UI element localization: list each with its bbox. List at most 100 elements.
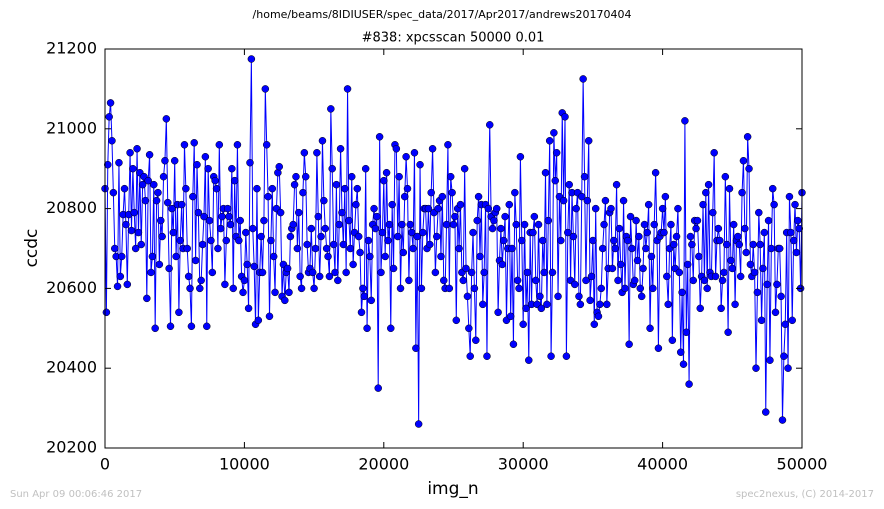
data-point — [696, 304, 704, 313]
data-point — [297, 284, 306, 293]
data-point — [258, 268, 267, 277]
data-point — [407, 228, 416, 237]
data-point — [577, 192, 586, 201]
data-point — [771, 308, 780, 317]
data-point — [663, 272, 671, 281]
data-point — [361, 164, 370, 173]
data-point — [611, 244, 619, 253]
data-point — [264, 192, 272, 201]
data-point — [470, 284, 479, 293]
data-point — [129, 164, 137, 173]
data-point — [444, 141, 452, 149]
data-point — [626, 212, 635, 221]
data-point — [650, 220, 658, 229]
data-point — [543, 300, 551, 309]
data-point — [791, 200, 799, 209]
data-point — [742, 248, 750, 257]
data-point — [145, 150, 154, 159]
data-point — [794, 216, 802, 225]
data-point — [642, 244, 650, 253]
data-point — [104, 160, 112, 169]
data-point — [704, 180, 713, 189]
data-point — [292, 172, 300, 181]
data-point — [226, 220, 235, 229]
data-point — [766, 356, 774, 364]
data-point — [621, 284, 629, 293]
data-point — [582, 276, 590, 285]
data-point — [388, 200, 396, 209]
data-point — [777, 292, 785, 301]
data-point — [531, 276, 540, 285]
data-point — [607, 204, 615, 213]
data-point — [569, 232, 578, 241]
data-point — [557, 236, 565, 245]
data-point — [483, 352, 491, 360]
data-point — [341, 184, 349, 193]
data-point — [724, 328, 732, 337]
data-point — [722, 240, 731, 249]
data-point — [187, 322, 196, 331]
data-point — [635, 232, 643, 241]
data-point — [571, 280, 579, 289]
data-point — [640, 220, 649, 229]
data-point — [455, 244, 463, 253]
data-point — [630, 276, 639, 285]
x-tick-label: 20000 — [358, 455, 409, 474]
data-point — [519, 320, 527, 329]
data-point — [787, 228, 795, 237]
data-point — [318, 137, 327, 145]
data-point — [215, 141, 224, 149]
data-point — [229, 284, 237, 293]
data-point — [462, 264, 470, 273]
data-point — [675, 268, 684, 277]
data-point — [762, 408, 770, 416]
data-point — [328, 164, 336, 173]
data-point — [624, 236, 632, 245]
data-point — [512, 220, 520, 229]
data-point — [488, 224, 497, 233]
data-point — [329, 240, 338, 249]
data-point — [476, 252, 484, 261]
data-point — [763, 280, 771, 289]
data-point — [427, 188, 435, 197]
data-point — [151, 324, 159, 333]
data-point — [228, 164, 236, 173]
data-point — [216, 224, 225, 233]
data-point — [381, 252, 389, 261]
data-point — [359, 284, 367, 293]
data-point — [438, 192, 447, 201]
data-point — [200, 212, 208, 221]
data-point — [233, 141, 242, 149]
data-point — [721, 172, 730, 181]
data-point — [576, 300, 585, 309]
data-point — [625, 340, 633, 349]
data-point — [405, 276, 413, 285]
data-point — [380, 176, 388, 185]
data-point — [102, 308, 111, 317]
data-point — [307, 224, 316, 233]
data-point — [632, 216, 640, 225]
data-point — [403, 184, 412, 193]
data-point — [257, 232, 265, 241]
data-point — [660, 228, 668, 237]
data-point — [106, 99, 115, 107]
data-point — [225, 212, 233, 221]
data-point — [271, 288, 279, 297]
data-point — [155, 260, 164, 269]
data-point — [275, 162, 283, 171]
data-point — [498, 260, 507, 269]
data-point — [321, 224, 330, 233]
data-point — [484, 204, 493, 213]
data-point — [240, 276, 249, 285]
data-point — [120, 184, 129, 193]
data-point — [334, 276, 342, 285]
data-point — [610, 236, 618, 245]
y-tick-label: 20800 — [46, 198, 97, 217]
data-point — [695, 252, 703, 261]
data-point — [608, 264, 617, 273]
data-point — [508, 244, 516, 253]
data-point — [479, 300, 487, 309]
data-point — [739, 156, 748, 165]
data-point — [207, 236, 215, 245]
data-point — [764, 216, 773, 225]
